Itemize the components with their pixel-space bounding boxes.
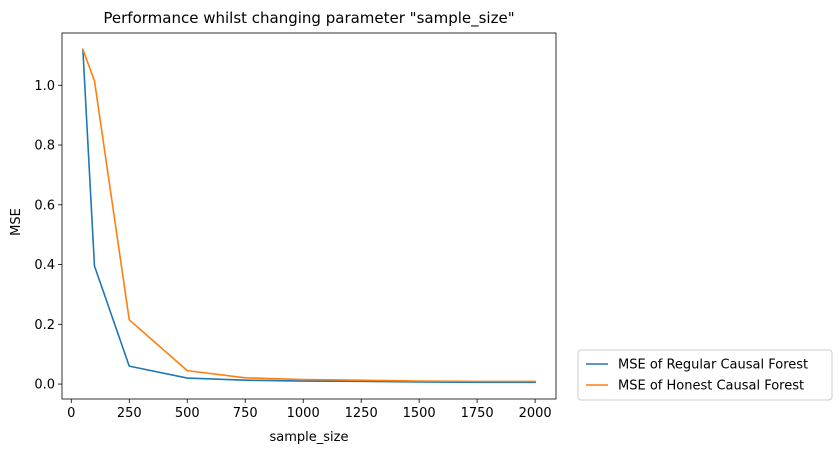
x-tick-label: 0 — [67, 406, 75, 421]
series-line-2 — [81, 48, 536, 383]
legend-label-2: MSE of Honest Causal Forest — [618, 379, 804, 394]
plot-area: 0 250 500 750 1000 1250 1500 1750 2000 0.0 0.2 0.4 0… — [34, 32, 557, 421]
y-tick-label: 0.0 — [34, 378, 55, 393]
x-tick-label: 2000 — [519, 406, 552, 421]
chart-title: Performance whilst changing parameter "s… — [103, 9, 514, 28]
y-tick-label: 0.6 — [34, 198, 55, 213]
y-tick-label: 0.8 — [34, 139, 55, 154]
plot-frame — [61, 32, 557, 400]
y-tick-label: 0.4 — [34, 258, 55, 273]
x-tick-label: 1000 — [287, 406, 320, 421]
legend: MSE of Regular Causal Forest MSE of Hones… — [577, 349, 833, 401]
x-tick-label: 1750 — [461, 406, 494, 421]
legend-box — [577, 349, 833, 401]
x-axis-label: sample_size — [270, 430, 349, 445]
y-axis-label: MSE — [9, 208, 24, 236]
x-tick-label: 500 — [175, 406, 200, 421]
series-line-1 — [82, 48, 536, 384]
x-tick-label: 1500 — [403, 406, 436, 421]
legend-label-1: MSE of Regular Causal Forest — [618, 358, 808, 373]
x-tick-label: 750 — [233, 406, 258, 421]
x-tick-label: 250 — [117, 406, 142, 421]
y-tick-label: 0.2 — [34, 318, 55, 333]
x-tick-label: 1250 — [345, 406, 378, 421]
y-tick-label: 1.0 — [34, 79, 55, 94]
